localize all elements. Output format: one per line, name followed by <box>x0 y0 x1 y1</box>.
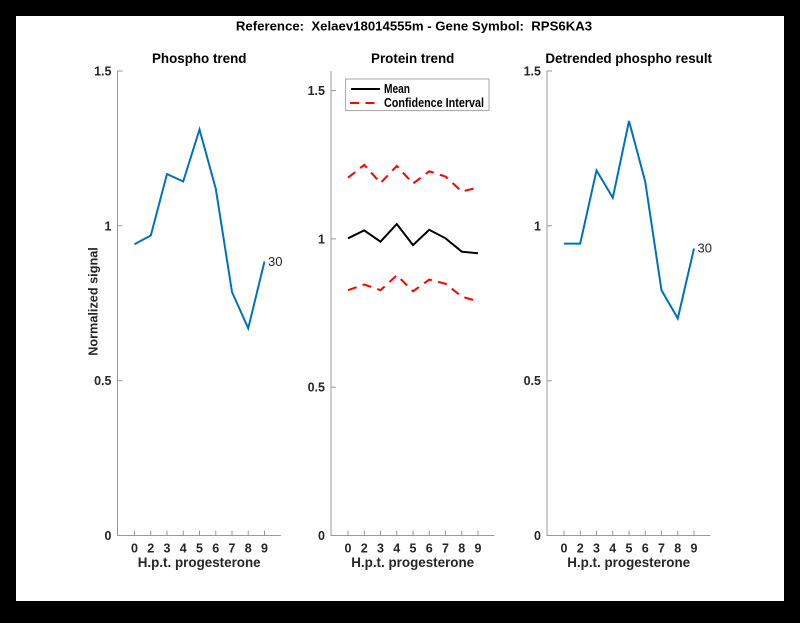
svg-text:0: 0 <box>534 529 541 543</box>
svg-text:5: 5 <box>410 542 417 556</box>
svg-text:0: 0 <box>131 542 138 556</box>
svg-text:Protein trend: Protein trend <box>371 51 454 66</box>
svg-text:0: 0 <box>105 529 112 543</box>
svg-text:Mean: Mean <box>384 82 410 96</box>
svg-text:4: 4 <box>180 542 187 556</box>
svg-text:1: 1 <box>534 219 541 233</box>
svg-text:2: 2 <box>361 542 368 556</box>
svg-text:9: 9 <box>691 542 698 556</box>
svg-text:7: 7 <box>229 542 236 556</box>
svg-text:0: 0 <box>561 542 568 556</box>
svg-text:1.5: 1.5 <box>308 84 325 98</box>
svg-text:1: 1 <box>318 232 325 246</box>
svg-text:4: 4 <box>393 542 400 556</box>
svg-text:3: 3 <box>593 542 600 556</box>
svg-text:H.p.t. progesterone: H.p.t. progesterone <box>138 555 261 570</box>
svg-text:0.5: 0.5 <box>94 374 111 388</box>
svg-text:5: 5 <box>196 542 203 556</box>
svg-text:H.p.t. progesterone: H.p.t. progesterone <box>567 555 690 570</box>
svg-text:0.5: 0.5 <box>308 381 325 395</box>
svg-text:5: 5 <box>626 542 633 556</box>
svg-text:6: 6 <box>212 542 219 556</box>
svg-text:6: 6 <box>426 542 433 556</box>
svg-text:4: 4 <box>609 542 616 556</box>
svg-text:Normalized signal: Normalized signal <box>87 247 101 356</box>
svg-text:30: 30 <box>268 254 282 269</box>
svg-text:1.5: 1.5 <box>524 65 541 79</box>
svg-text:Confidence Interval: Confidence Interval <box>384 96 484 110</box>
svg-text:Phospho trend: Phospho trend <box>152 51 246 66</box>
svg-text:9: 9 <box>261 542 268 556</box>
svg-text:6: 6 <box>642 542 649 556</box>
svg-text:H.p.t. progesterone: H.p.t. progesterone <box>351 555 474 570</box>
svg-text:2: 2 <box>577 542 584 556</box>
svg-text:7: 7 <box>442 542 449 556</box>
svg-text:8: 8 <box>458 542 465 556</box>
svg-text:2: 2 <box>147 542 154 556</box>
svg-text:1: 1 <box>105 219 112 233</box>
svg-text:0: 0 <box>345 542 352 556</box>
svg-text:0.5: 0.5 <box>524 374 541 388</box>
svg-text:7: 7 <box>658 542 665 556</box>
svg-text:0: 0 <box>318 529 325 543</box>
svg-text:3: 3 <box>377 542 384 556</box>
svg-text:8: 8 <box>674 542 681 556</box>
svg-text:3: 3 <box>164 542 171 556</box>
svg-text:Detrended phospho result: Detrended phospho result <box>545 51 712 66</box>
svg-text:Reference: Xelaev18014555m -: Reference: Xelaev18014555m - Gene Symbol… <box>236 18 592 33</box>
svg-text:1.5: 1.5 <box>94 65 111 79</box>
svg-text:8: 8 <box>245 542 252 556</box>
svg-text:9: 9 <box>475 542 482 556</box>
svg-text:30: 30 <box>698 241 712 256</box>
